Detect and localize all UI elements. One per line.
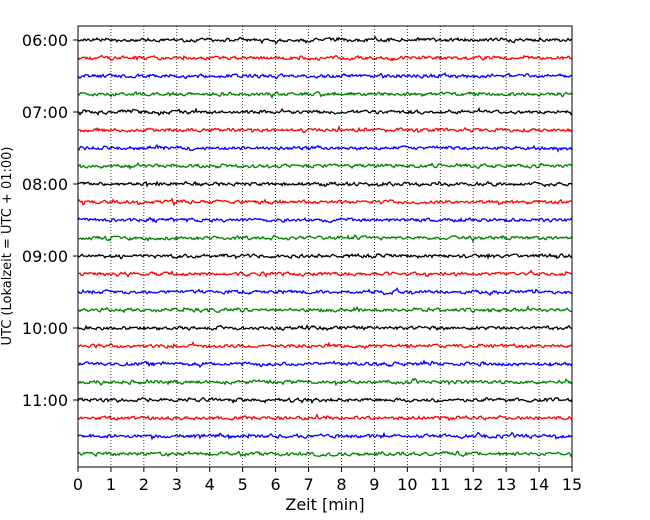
trace-line <box>77 304 573 314</box>
x-axis-label: Zeit [min] <box>285 495 364 514</box>
x-tick-label: 13 <box>496 475 516 494</box>
y-axis-label: UTC (Lokalzeit = UTC + 01:00) <box>0 147 15 346</box>
plot-frame <box>77 25 573 468</box>
x-tick-label: 14 <box>529 475 549 494</box>
x-axis-ticks: 0 1 2 3 4 5 6 7 8 9 10 11 12 13 14 15 <box>73 467 582 494</box>
trace-line <box>77 124 573 134</box>
y-tick-label: 08:00 <box>22 175 68 194</box>
x-tick-label: 1 <box>106 475 116 494</box>
x-tick-label: 9 <box>369 475 379 494</box>
trace-line <box>77 252 573 260</box>
trace-line <box>77 90 573 99</box>
trace-line <box>77 431 573 441</box>
x-tick-label: 12 <box>463 475 483 494</box>
traces-group <box>77 35 573 458</box>
trace-line <box>77 287 573 297</box>
trace-line <box>77 197 573 207</box>
trace-line <box>77 143 573 153</box>
trace-line <box>77 413 573 422</box>
y-tick-label: 07:00 <box>22 103 68 122</box>
y-tick-label: 09:00 <box>22 247 68 266</box>
x-tick-label: 11 <box>430 475 450 494</box>
trace-line <box>77 340 573 350</box>
trace-line <box>77 450 573 458</box>
x-tick-label: 0 <box>73 475 83 494</box>
trace-line <box>77 269 573 278</box>
trace-line <box>77 377 573 387</box>
trace-line <box>77 106 573 117</box>
x-tick-label: 3 <box>172 475 182 494</box>
y-tick-label: 06:00 <box>22 31 68 50</box>
trace-line <box>77 180 573 188</box>
trace-line <box>77 233 573 244</box>
x-tick-label: 15 <box>562 475 582 494</box>
trace-line <box>77 216 573 224</box>
trace-line <box>77 359 573 369</box>
trace-line <box>77 71 573 80</box>
trace-line <box>77 324 573 332</box>
x-tick-label: 6 <box>271 475 281 494</box>
x-tick-label: 4 <box>205 475 215 494</box>
y-axis-ticks: 06:00 07:00 08:00 09:00 10:00 11:00 <box>22 31 78 410</box>
x-tick-label: 5 <box>238 475 248 494</box>
x-tick-label: 10 <box>397 475 417 494</box>
y-tick-label: 10:00 <box>22 319 68 338</box>
trace-line <box>77 54 573 62</box>
trace-line <box>77 396 573 405</box>
y-tick-label: 11:00 <box>22 391 68 410</box>
x-tick-label: 2 <box>139 475 149 494</box>
trace-line <box>77 162 573 170</box>
x-tick-label: 7 <box>303 475 313 494</box>
x-tick-label: 8 <box>336 475 346 494</box>
trace-line <box>77 35 573 45</box>
